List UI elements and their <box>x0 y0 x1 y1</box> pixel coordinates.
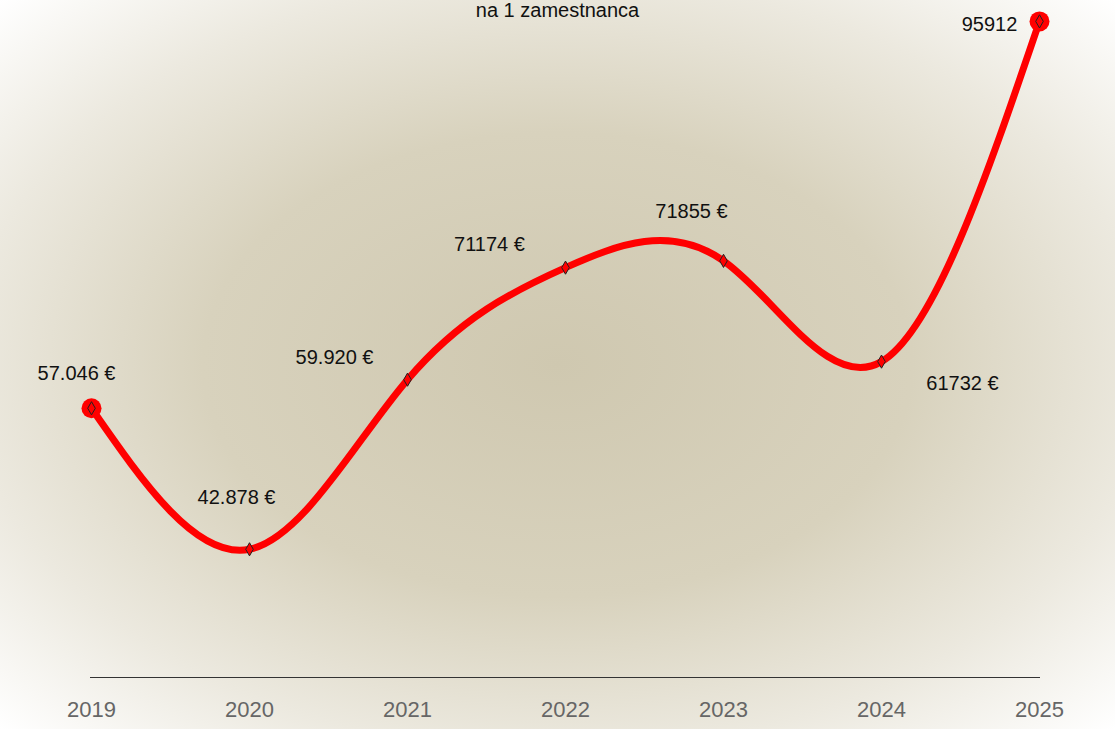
svg-text:59.920 €: 59.920 € <box>296 346 374 368</box>
svg-text:2021: 2021 <box>383 697 432 722</box>
svg-text:2025: 2025 <box>1015 697 1064 722</box>
svg-text:42.878 €: 42.878 € <box>198 486 276 508</box>
html-text:na 1 zamestnanca: na 1 zamestnanca <box>475 0 640 21</box>
svg-text:95912: 95912 <box>962 13 1018 35</box>
svg-text:2023: 2023 <box>699 697 748 722</box>
svg-text:71855 €: 71855 € <box>655 200 727 222</box>
svg-text:2020: 2020 <box>225 697 274 722</box>
svg-text:2024: 2024 <box>857 697 906 722</box>
svg-text:71174 €: 71174 € <box>454 233 525 255</box>
svg-text:61732 €: 61732 € <box>926 372 998 394</box>
svg-text:2019: 2019 <box>67 697 116 722</box>
svg-text:2022: 2022 <box>541 697 590 722</box>
svg-text:57.046 €: 57.046 € <box>38 362 116 384</box>
